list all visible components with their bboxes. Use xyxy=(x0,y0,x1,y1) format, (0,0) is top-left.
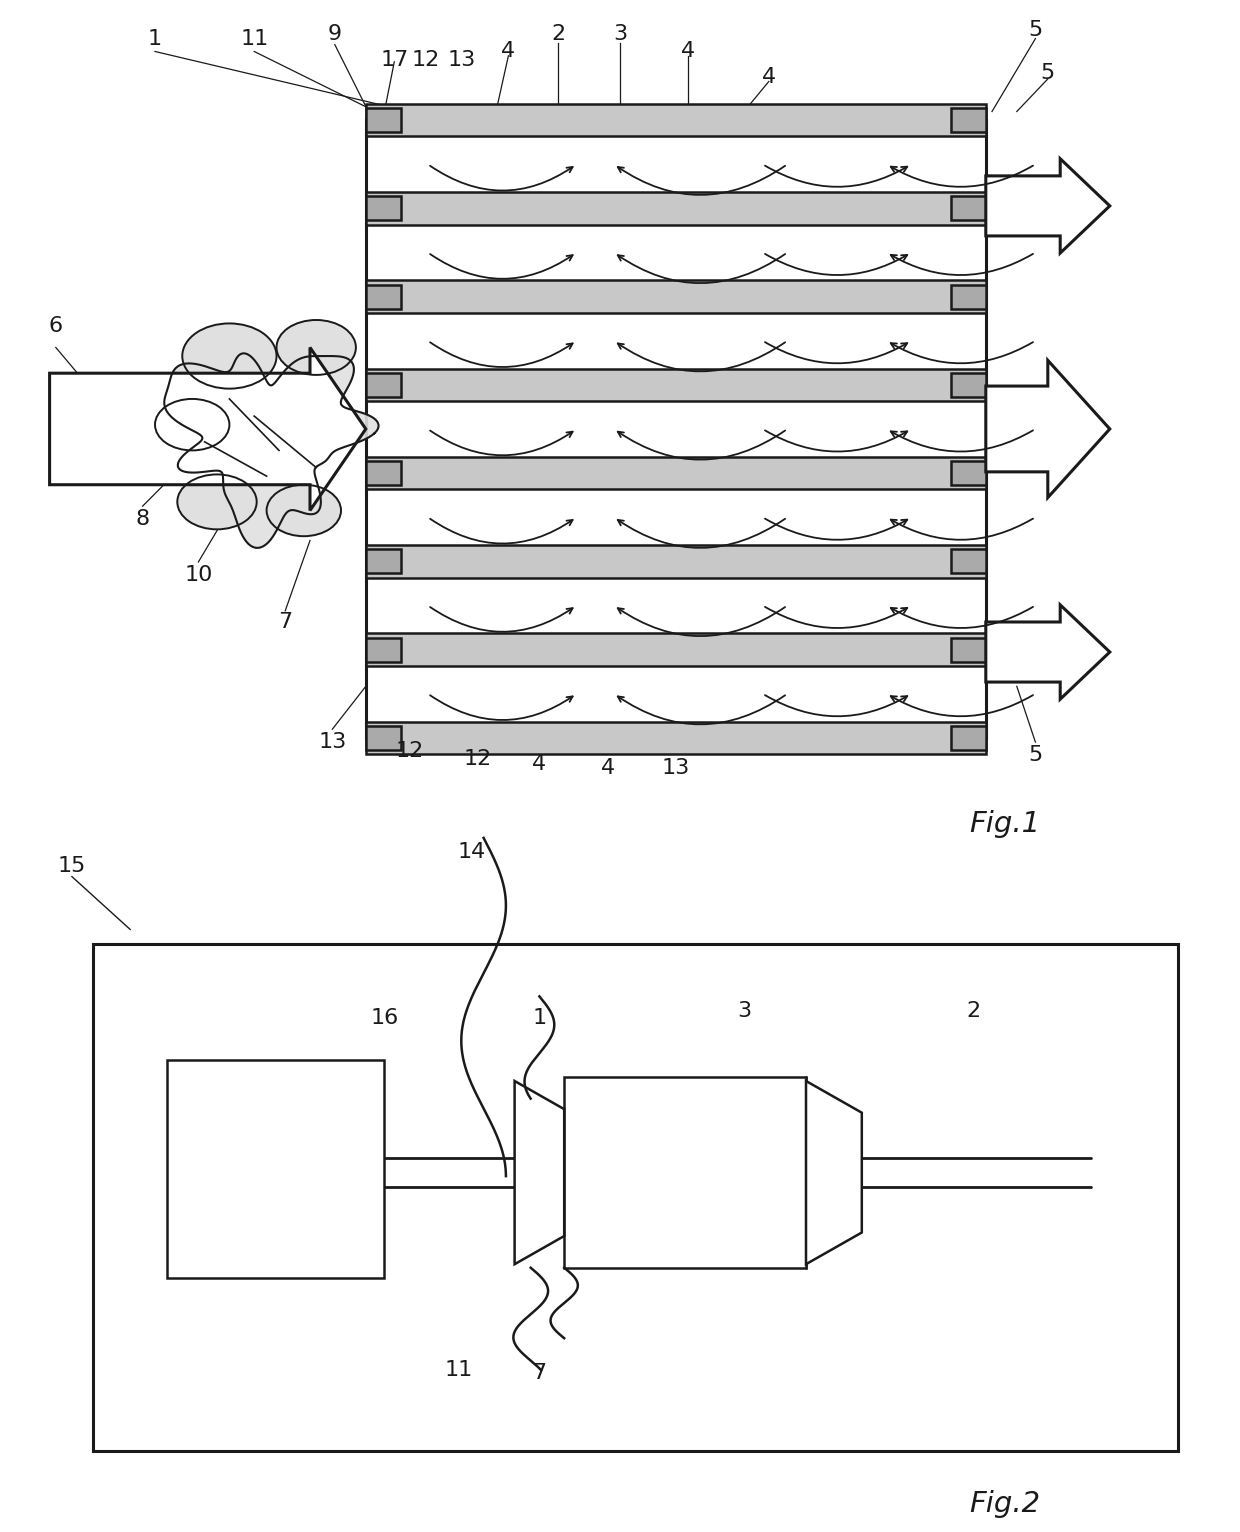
Bar xyxy=(951,109,986,132)
Bar xyxy=(366,372,401,397)
Bar xyxy=(366,119,986,738)
Text: 12: 12 xyxy=(412,51,439,70)
Polygon shape xyxy=(806,1082,862,1264)
Bar xyxy=(951,461,986,486)
Bar xyxy=(951,550,986,573)
Text: 4: 4 xyxy=(501,41,516,61)
Text: 10: 10 xyxy=(185,565,212,585)
Bar xyxy=(951,285,986,308)
Bar xyxy=(564,1077,806,1268)
Text: 8: 8 xyxy=(135,509,150,529)
Circle shape xyxy=(267,484,341,536)
FancyArrow shape xyxy=(50,348,366,510)
Bar xyxy=(951,726,986,749)
Text: 7: 7 xyxy=(278,611,293,633)
Bar xyxy=(366,457,986,489)
Circle shape xyxy=(277,320,356,375)
Text: Fig.1: Fig.1 xyxy=(968,809,1040,838)
Text: 13: 13 xyxy=(448,51,475,70)
Bar xyxy=(366,550,401,573)
Text: 16: 16 xyxy=(371,1008,398,1028)
Text: 1: 1 xyxy=(148,29,162,49)
Text: 13: 13 xyxy=(662,758,689,778)
Bar xyxy=(93,944,1178,1451)
Bar xyxy=(366,104,986,136)
Text: 11: 11 xyxy=(445,1360,472,1380)
Text: 4: 4 xyxy=(532,754,547,774)
FancyArrow shape xyxy=(986,605,1110,699)
Text: 4: 4 xyxy=(600,758,615,778)
Bar xyxy=(366,192,986,225)
Bar xyxy=(366,633,986,666)
Bar xyxy=(366,280,986,313)
Text: 9: 9 xyxy=(327,25,342,44)
Text: 5: 5 xyxy=(1028,745,1043,764)
Polygon shape xyxy=(164,354,378,548)
Circle shape xyxy=(155,398,229,450)
Bar xyxy=(366,722,986,754)
FancyArrow shape xyxy=(986,360,1110,498)
Text: 4: 4 xyxy=(761,67,776,87)
Text: Fig.2: Fig.2 xyxy=(968,1489,1040,1518)
Bar xyxy=(951,372,986,397)
Text: 17: 17 xyxy=(381,51,408,70)
Bar xyxy=(366,285,401,308)
Text: 13: 13 xyxy=(319,732,346,752)
Bar xyxy=(366,637,401,662)
Polygon shape xyxy=(515,1082,564,1264)
Text: 12: 12 xyxy=(464,749,491,769)
Bar xyxy=(167,1060,384,1278)
Text: 11: 11 xyxy=(241,29,268,49)
Text: 5: 5 xyxy=(1040,63,1055,83)
Text: 1: 1 xyxy=(532,1008,547,1028)
Text: 3: 3 xyxy=(737,1000,751,1020)
Bar xyxy=(366,196,401,221)
Bar xyxy=(366,545,986,578)
Bar xyxy=(366,109,401,132)
Text: 6: 6 xyxy=(48,316,63,336)
Text: 2: 2 xyxy=(551,25,565,44)
Bar xyxy=(366,461,401,486)
Circle shape xyxy=(177,475,257,530)
Text: 3: 3 xyxy=(613,25,627,44)
Text: 12: 12 xyxy=(396,740,423,761)
Text: 5: 5 xyxy=(1028,20,1043,40)
Bar xyxy=(951,637,986,662)
Text: 7: 7 xyxy=(532,1363,547,1383)
Bar xyxy=(951,196,986,221)
Text: 4: 4 xyxy=(681,41,696,61)
Text: 2: 2 xyxy=(966,1000,981,1020)
FancyArrow shape xyxy=(986,159,1110,253)
Circle shape xyxy=(182,323,277,389)
Bar xyxy=(366,726,401,749)
Bar xyxy=(366,369,986,401)
Text: 14: 14 xyxy=(458,843,485,863)
Text: 15: 15 xyxy=(58,856,86,876)
